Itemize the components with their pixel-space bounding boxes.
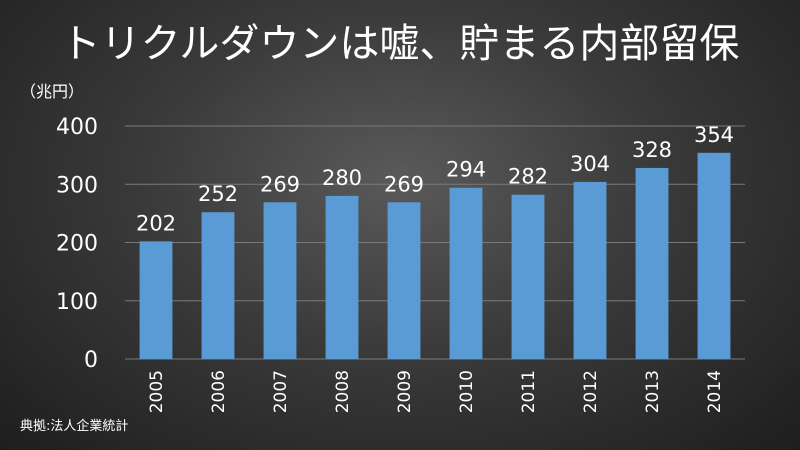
bar [573,181,607,359]
y-tick-label: 0 [84,348,98,373]
data-label: 269 [260,172,300,196]
x-tick-label: 2008 [333,370,353,413]
data-label: 269 [384,172,424,196]
x-tick-label: 2013 [643,370,663,413]
y-tick-label: 100 [56,290,98,315]
y-tick-label: 400 [56,115,98,140]
bar [201,212,235,359]
bar [139,241,173,359]
data-label: 354 [694,123,734,147]
data-label: 202 [136,211,176,235]
bar [387,202,421,359]
data-label: 252 [198,182,238,206]
x-tick-label: 2010 [457,370,477,413]
y-axis-unit-label: （兆円） [20,82,85,101]
x-tick-label: 2006 [209,370,229,413]
bar [325,195,359,359]
x-tick-label: 2009 [395,370,415,413]
data-label: 282 [508,165,548,189]
bar [263,202,297,359]
bar [449,187,483,359]
data-label: 304 [570,152,610,176]
bar [635,167,669,359]
chart-title: トリクルダウンは嘘、貯まる内部留保 [60,21,740,67]
data-label: 328 [632,138,672,162]
y-tick-label: 300 [56,173,98,198]
x-tick-label: 2014 [705,370,725,413]
y-tick-label: 200 [56,232,98,257]
x-tick-label: 2012 [581,370,601,413]
bar [697,152,731,359]
x-tick-label: 2007 [271,370,291,413]
data-label: 280 [322,166,362,190]
x-tick-label: 2005 [147,370,167,413]
source-note: 典拠:法人企業統計 [20,419,129,434]
bar [511,194,545,359]
x-tick-label: 2011 [519,370,539,413]
data-label: 294 [446,158,486,182]
